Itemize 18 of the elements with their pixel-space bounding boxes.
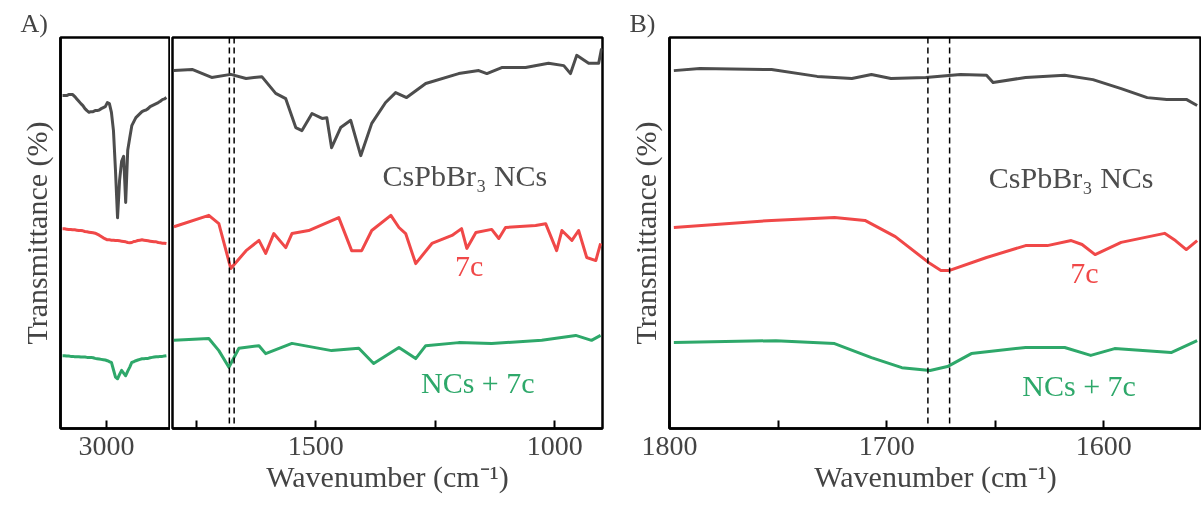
series-label: NCs + 7c (421, 365, 535, 399)
series-label: 7c (455, 248, 484, 282)
text: CsPbBr₃ NCs (988, 160, 1154, 194)
x-axis-title: Wavenumber (cm⁻¹) (266, 459, 509, 494)
series-label: NCs + 7c (1022, 368, 1136, 402)
x-tick-label: 1000 (526, 429, 583, 461)
chart-title: B) (629, 8, 656, 38)
series-label: 7c (1070, 255, 1099, 289)
y-axis-title: Transmittance (%) (19, 121, 54, 345)
chart-title: A) (20, 8, 48, 38)
x-tick-label: 1700 (858, 429, 915, 461)
y-axis-title: Transmittance (%) (628, 121, 663, 345)
x-tick-label: 1800 (641, 429, 698, 461)
x-tick-label: 1500 (287, 429, 344, 461)
x-axis-title: Wavenumber (cm⁻¹) (814, 459, 1057, 494)
series-label: CsPbBr₃ NCs (382, 159, 548, 193)
text: 3000 (78, 429, 135, 461)
x-tick-label: 1600 (1075, 429, 1132, 461)
